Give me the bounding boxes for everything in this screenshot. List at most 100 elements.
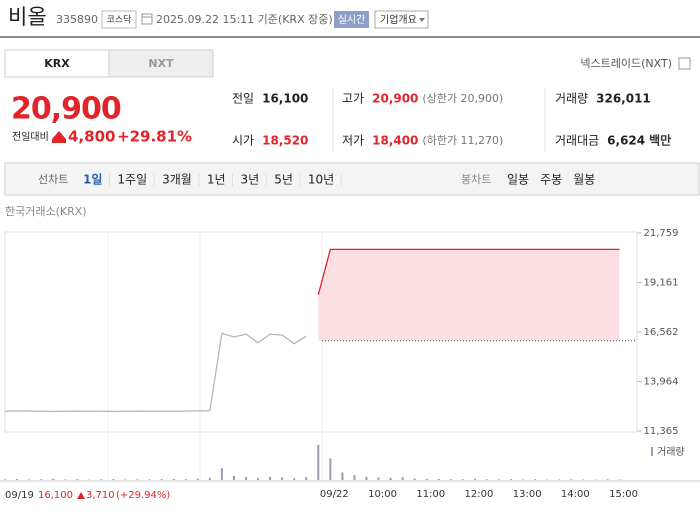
volume-bar: [341, 472, 344, 480]
stat-value: 6,624: [607, 134, 645, 148]
volume-bar: [269, 476, 272, 480]
nxt-link[interactable]: 넥스트레이드(NXT): [580, 57, 672, 70]
period-option[interactable]: 1일: [83, 173, 102, 187]
volume-bar: [498, 479, 501, 480]
volume-bar: [401, 477, 404, 480]
stat-label: 시가: [232, 134, 254, 148]
volume-bar: [389, 477, 392, 480]
volume-bar: [365, 476, 368, 480]
change-rate: +29.81%: [117, 128, 192, 146]
volume-bar: [353, 475, 356, 480]
tab[interactable]: [4, 49, 110, 78]
period-option[interactable]: 3년: [241, 173, 260, 187]
price-line: [4, 332, 307, 413]
realtime-label[interactable]: 실시간: [338, 14, 366, 26]
y-tick-label: 13,964: [644, 376, 679, 387]
volume-bar: [582, 479, 585, 480]
volume-bar: [281, 477, 284, 480]
y-tick-label: 19,161: [644, 277, 679, 288]
volume-bar: [618, 479, 621, 480]
candle-option[interactable]: 월봉: [573, 173, 595, 187]
volume-bar: [196, 478, 199, 480]
company-menu-label[interactable]: 기업개요: [380, 13, 417, 26]
volume-bar: [184, 479, 187, 480]
volume-bar: [232, 475, 235, 480]
timestamp: 2025.09.22 15:11 기준(KRX 장중): [156, 13, 333, 26]
period-option[interactable]: 5년: [274, 173, 293, 187]
volume-bar: [534, 479, 537, 480]
market-label: 코스닥: [107, 15, 132, 26]
market-tabs: KRX NXT: [4, 49, 214, 78]
stock-code: 335890: [56, 13, 98, 26]
stats: 전일 16,100 고가 20,900 (상한가 20,900) 거래량 326,011 시가…: [232, 92, 671, 148]
change-label: 전일대비: [12, 131, 49, 143]
candle-option[interactable]: 주봉: [540, 173, 562, 187]
volume-bar: [461, 479, 464, 480]
period-option[interactable]: 1년: [207, 173, 226, 187]
period-option[interactable]: 3개월: [162, 173, 192, 187]
volume-bar: [124, 479, 127, 480]
footer-date: 09/19: [5, 490, 34, 501]
volume-bar: [413, 478, 416, 480]
stat-label: 전일: [232, 92, 254, 106]
volume-bar: [28, 479, 31, 480]
nxt-icon[interactable]: [678, 57, 691, 70]
volume-bar: [220, 468, 223, 480]
volume-bar: [245, 477, 247, 480]
volume-bar: [317, 445, 320, 480]
footer-price: 16,100: [38, 490, 73, 501]
volume-bar: [136, 479, 139, 480]
volume-bar: [606, 479, 609, 480]
stat-label: 거래량: [555, 92, 588, 106]
stat-value: 326,011: [596, 92, 651, 106]
volume-bar: [64, 479, 67, 480]
volume-bar: [160, 479, 163, 480]
tab-label[interactable]: KRX: [44, 57, 70, 70]
company-menu[interactable]: [374, 10, 429, 29]
candle-option[interactable]: 일봉: [507, 173, 529, 187]
volume-bar: [293, 478, 296, 480]
stat-label: 고가: [342, 92, 364, 106]
stat-value: 18,400: [372, 134, 418, 148]
dropdown-arrow: [419, 18, 425, 22]
line-chart-label: 선차트: [38, 173, 68, 186]
y-tick-label: 11,365: [644, 426, 679, 437]
volume-bar: [112, 478, 115, 480]
calendar-icon: [141, 13, 153, 25]
stat-label: 거래대금: [555, 134, 599, 148]
stat-label: 저가: [342, 134, 364, 148]
x-tick-label: 11:00: [416, 489, 445, 500]
volume-bar: [449, 479, 452, 480]
candle-chart-label: 봉차트: [461, 173, 491, 186]
x-tick-label: 10:00: [368, 489, 397, 500]
toolbar: [4, 162, 700, 196]
stat-note: (하한가 11,270): [422, 133, 503, 147]
stock-name: 비올: [8, 5, 47, 29]
source-label: 한국거래소(KRX): [5, 205, 87, 218]
volume-bar: [16, 479, 19, 480]
toolbar-items: 선차트 1일 1주일 3개월 1년 3년 5년 10년 봉차트 일봉 주봉 월봉: [38, 173, 595, 187]
plot: 21,759 19,161 16,562 13,964 11,365 09/22 10:00…: [4, 228, 679, 500]
volume-bar: [100, 479, 103, 480]
tab[interactable]: [108, 49, 214, 78]
x-tick-label: 13:00: [513, 489, 542, 500]
volume-bar: [76, 479, 79, 480]
volume-bar: [305, 477, 308, 480]
volume-bar: [486, 479, 488, 480]
volume-bar: [257, 477, 260, 480]
area-fill: [318, 249, 620, 341]
stat-value: 16,100: [262, 92, 308, 106]
volume-bar: [377, 477, 380, 480]
y-tick-label: 21,759: [644, 228, 679, 239]
stat-value: 20,900: [372, 92, 418, 106]
tab-label[interactable]: NXT: [148, 57, 174, 70]
x-tick-label: 15:00: [609, 489, 638, 500]
up-arrow: [52, 131, 66, 143]
realtime-badge[interactable]: [334, 11, 369, 28]
volume-bar: [473, 478, 476, 480]
period-option[interactable]: 1주일: [117, 173, 147, 187]
footer-arrow: [77, 492, 85, 499]
period-option[interactable]: 10년: [308, 173, 334, 187]
y-tick-label: 16,562: [644, 327, 679, 338]
footer-rate: (+29.94%): [116, 490, 170, 501]
